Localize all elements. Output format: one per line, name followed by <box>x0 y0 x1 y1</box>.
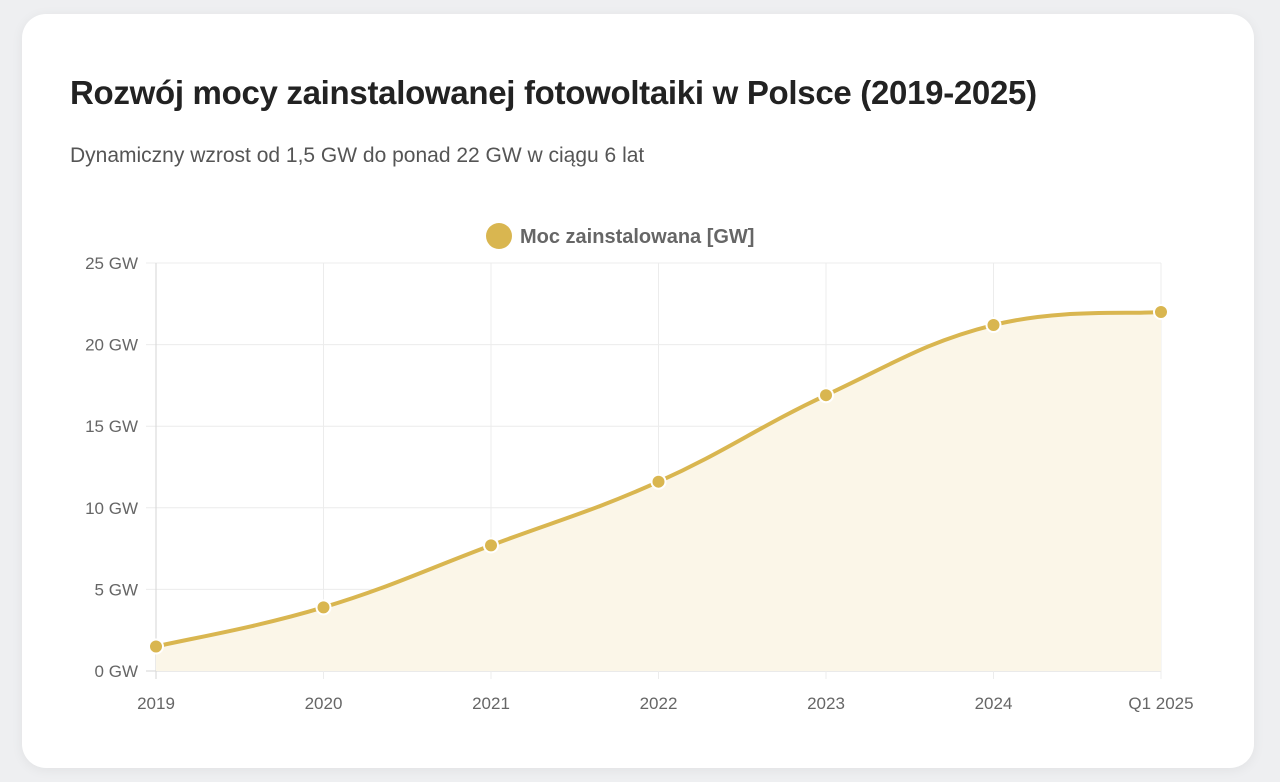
x-tick-label: 2023 <box>807 694 845 713</box>
data-point <box>483 537 499 554</box>
y-tick-label: 25 GW <box>85 254 138 273</box>
legend-label: Moc zainstalowana [GW] <box>520 226 754 248</box>
x-tick-label: Q1 2025 <box>1128 694 1193 713</box>
y-tick-label: 15 GW <box>85 417 138 436</box>
y-tick-label: 0 GW <box>95 662 138 681</box>
x-tick-label: 2024 <box>975 694 1013 713</box>
y-tick-label: 20 GW <box>85 336 138 355</box>
data-point <box>985 317 1002 334</box>
area-fill <box>156 311 1161 671</box>
y-tick-label: 5 GW <box>95 580 138 599</box>
data-point <box>818 387 834 404</box>
legend-marker <box>486 223 512 249</box>
data-point <box>315 599 332 616</box>
x-tick-label: 2020 <box>305 694 343 713</box>
data-point <box>1153 303 1169 320</box>
y-tick-label: 10 GW <box>85 499 138 518</box>
data-point <box>650 473 667 490</box>
x-tick-label: 2022 <box>640 694 678 713</box>
chart-title: Rozwój mocy zainstalowanej fotowoltaiki … <box>70 74 1037 111</box>
chart-subtitle: Dynamiczny wzrost od 1,5 GW do ponad 22 … <box>70 144 645 167</box>
data-point <box>148 638 164 655</box>
x-tick-label: 2021 <box>472 694 510 713</box>
x-tick-label: 2019 <box>137 694 175 713</box>
